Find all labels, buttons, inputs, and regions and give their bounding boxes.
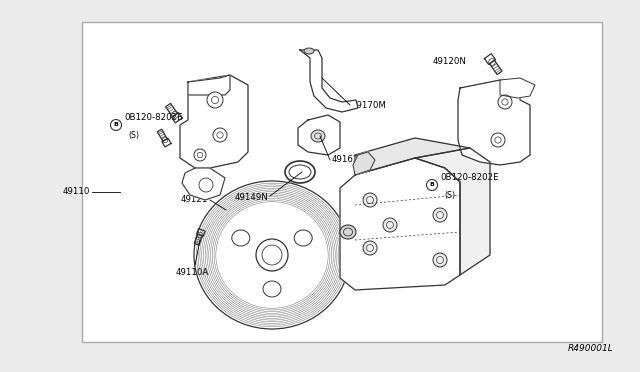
Polygon shape: [188, 75, 230, 95]
Circle shape: [363, 193, 377, 207]
Text: R490001L: R490001L: [568, 344, 614, 353]
Circle shape: [194, 149, 206, 161]
FancyBboxPatch shape: [82, 22, 602, 342]
Ellipse shape: [311, 130, 325, 142]
Text: 49110A: 49110A: [175, 268, 209, 277]
Polygon shape: [182, 168, 225, 200]
Ellipse shape: [232, 230, 250, 246]
Circle shape: [433, 208, 447, 222]
Circle shape: [433, 253, 447, 267]
Text: 49162N: 49162N: [332, 155, 366, 164]
Text: 0B120-8202E: 0B120-8202E: [440, 173, 499, 182]
Text: 49149N: 49149N: [234, 192, 268, 202]
Circle shape: [213, 128, 227, 142]
Ellipse shape: [340, 225, 356, 239]
Ellipse shape: [294, 230, 312, 246]
Circle shape: [363, 241, 377, 255]
Circle shape: [491, 133, 505, 147]
Text: B: B: [429, 183, 435, 187]
Polygon shape: [500, 78, 535, 98]
Text: 49170M: 49170M: [352, 100, 387, 109]
Text: (S): (S): [128, 131, 139, 140]
Circle shape: [383, 218, 397, 232]
Polygon shape: [353, 152, 375, 175]
Circle shape: [199, 178, 213, 192]
Polygon shape: [415, 148, 490, 275]
Text: 0B120-8202E: 0B120-8202E: [124, 113, 182, 122]
Text: 49120N: 49120N: [433, 58, 467, 67]
Polygon shape: [180, 75, 248, 168]
Circle shape: [426, 180, 438, 190]
Circle shape: [111, 119, 122, 131]
Text: 49121: 49121: [180, 196, 208, 205]
Polygon shape: [298, 115, 340, 155]
Circle shape: [207, 92, 223, 108]
Polygon shape: [355, 138, 470, 175]
Polygon shape: [458, 80, 530, 165]
Ellipse shape: [304, 48, 314, 54]
Text: (S): (S): [444, 191, 455, 200]
Text: 49110: 49110: [63, 187, 90, 196]
Ellipse shape: [263, 281, 281, 297]
Polygon shape: [340, 158, 460, 290]
Polygon shape: [300, 50, 358, 112]
Circle shape: [498, 95, 512, 109]
Circle shape: [256, 239, 288, 271]
Text: B: B: [113, 122, 118, 128]
